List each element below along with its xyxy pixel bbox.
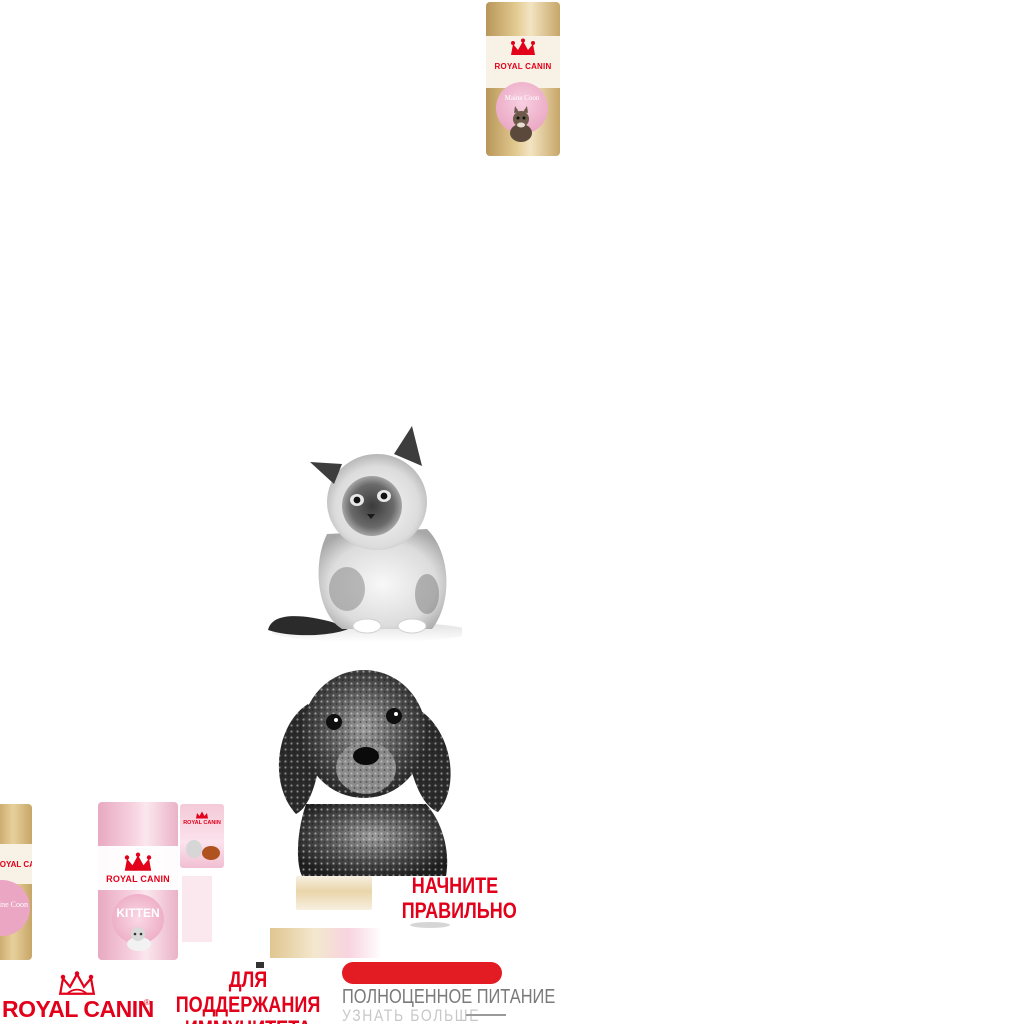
crown-icon	[58, 971, 96, 995]
left-bag-brand-label: ROYAL CANIN	[0, 860, 32, 869]
crown-icon	[124, 852, 152, 871]
kitten-bag-variant-label: KITTEN	[116, 906, 160, 920]
learn-more-button[interactable]	[342, 962, 502, 984]
faded-pouch-behind	[182, 876, 212, 942]
maine-coon-product-bag[interactable]: ROYAL CANIN Maine Coon	[486, 2, 560, 156]
registered-mark: ®	[144, 998, 150, 1007]
logo-wordmark: ROYAL CANIN	[2, 996, 154, 1022]
faded-bag-upper	[296, 876, 372, 910]
pouch-food-image	[202, 846, 220, 860]
wet-food-pouch[interactable]: ROYAL CANIN	[180, 804, 224, 868]
cta-label-faded[interactable]: УЗНАТЬ БОЛЬШЕ	[342, 1006, 481, 1024]
headline-start-right: НАЧНИТЕ ПРАВИЛЬНО	[401, 873, 517, 923]
faded-bag-lower	[270, 928, 382, 958]
puppy-photo	[278, 670, 451, 876]
pouch-brand-label: ROYAL CANIN	[183, 820, 221, 826]
kitten-photo	[268, 426, 462, 642]
kitten-product-bag[interactable]: ROYAL CANIN KITTEN	[98, 802, 178, 960]
crown-icon	[511, 38, 535, 55]
pouch-kitten-image	[186, 840, 202, 858]
bag-kitten-illustration	[510, 106, 532, 142]
subtitle-full-nutrition: ПОЛНОЦЕННОЕ ПИТАНИЕ	[342, 986, 556, 1008]
crown-icon	[196, 811, 208, 819]
headline-separator	[256, 962, 264, 965]
headline-immunity: ДЛЯ ПОДДЕРЖАНИЯ ИММУНИТЕТА	[175, 967, 321, 1024]
bag-brand-label: ROYAL CANIN	[494, 62, 552, 71]
kitten-bag-brand-label: ROYAL CANIN	[106, 874, 170, 884]
royal-canin-logo[interactable]: ROYAL CANIN ®	[0, 966, 154, 1024]
faded-shadow	[410, 922, 450, 928]
bag-variant-label: Maine Coon	[504, 94, 540, 102]
cta-arrow-line	[466, 1014, 506, 1016]
kitten-bag-illustration	[127, 927, 151, 951]
left-bag-variant-label: Maine Coon	[0, 900, 28, 909]
left-maine-coon-bag[interactable]: ROYAL CANIN Maine Coon	[0, 804, 32, 960]
